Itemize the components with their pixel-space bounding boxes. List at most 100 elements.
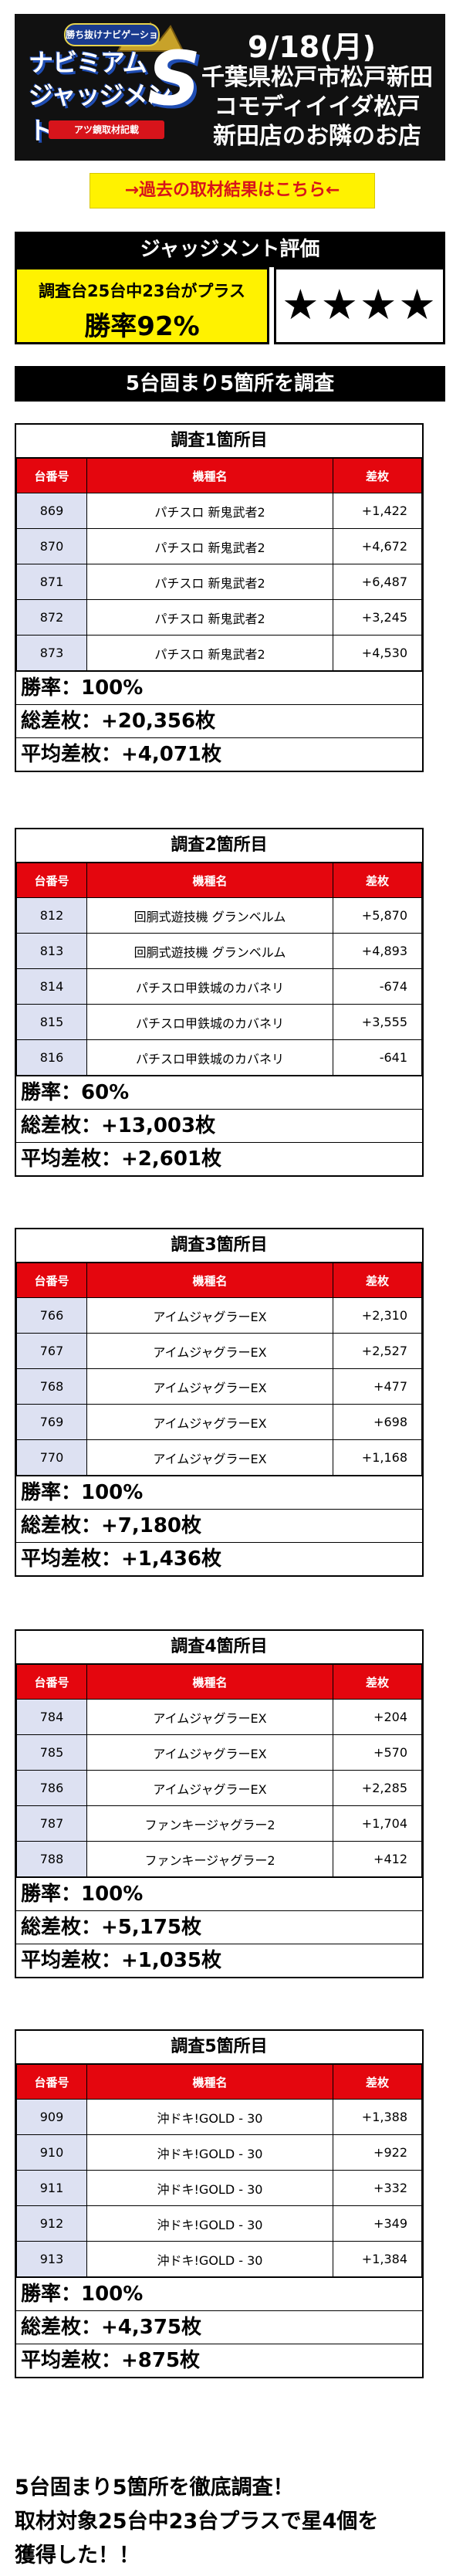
logo-title-line1: ナビミアム xyxy=(29,48,147,77)
coin-difference: +570 xyxy=(333,1734,422,1771)
coin-difference: +349 xyxy=(333,2205,422,2242)
table-row: 913 沖ドキ!GOLD - 30 +1,384 xyxy=(16,2241,422,2277)
machine-number: 767 xyxy=(16,1333,87,1369)
machine-number: 786 xyxy=(16,1770,87,1806)
section-win-rate: 勝率：100% xyxy=(16,2277,422,2310)
column-header-machine-number: 台番号 xyxy=(16,1263,87,1298)
table-row: 770 アイムジャグラーEX +1,168 xyxy=(16,1439,422,1476)
coin-difference: -641 xyxy=(333,1039,422,1076)
machine-number: 815 xyxy=(16,1004,87,1040)
machine-number: 814 xyxy=(16,968,87,1005)
survey-section-3: 調査3箇所目 台番号 機種名 差枚 766 アイムジャグラーEX +2,310 76… xyxy=(15,1228,424,1577)
report-date: 9/18(月) xyxy=(248,30,376,64)
section-average-difference: 平均差枚：+4,071枚 xyxy=(16,737,422,771)
logo-subtitle: アツ鏡取材記載 xyxy=(49,120,164,139)
table-row: 813 回胴式遊技機 グランベルム +4,893 xyxy=(16,933,422,969)
section-title: 調査2箇所目 xyxy=(16,829,422,863)
machine-number: 785 xyxy=(16,1734,87,1771)
machine-name: 沖ドキ!GOLD - 30 xyxy=(86,2134,333,2171)
table-row: 784 アイムジャグラーEX +204 xyxy=(16,1699,422,1735)
column-header-machine-name: 機種名 xyxy=(86,458,333,493)
machine-name: 回胴式遊技機 グランベルム xyxy=(86,933,333,969)
survey-section-1: 調査1箇所目 台番号 機種名 差枚 869 パチスロ 新鬼武者2 +1,422 87… xyxy=(15,423,424,772)
machine-number: 788 xyxy=(16,1841,87,1877)
machine-name: パチスロ 新鬼武者2 xyxy=(86,564,333,600)
past-results-link[interactable]: →過去の取材結果はこちら← xyxy=(90,173,375,208)
survey-section-4: 調査4箇所目 台番号 機種名 差枚 784 アイムジャグラーEX +204 785 ア… xyxy=(15,1629,424,1978)
coin-difference: +3,245 xyxy=(333,599,422,636)
machine-name: パチスロ 新鬼武者2 xyxy=(86,528,333,564)
column-header-difference: 差枚 xyxy=(333,863,422,898)
coin-difference: +6,487 xyxy=(333,564,422,600)
column-header-machine-number: 台番号 xyxy=(16,458,87,493)
column-header-difference: 差枚 xyxy=(333,1263,422,1298)
machine-number: 787 xyxy=(16,1805,87,1842)
machine-name: パチスロ 新鬼武者2 xyxy=(86,493,333,529)
section-total-difference: 総差枚：+7,180枚 xyxy=(16,1509,422,1542)
results-table: 台番号 機種名 差枚 766 アイムジャグラーEX +2,310 767 アイムジャグ… xyxy=(16,1263,422,1476)
table-row: 786 アイムジャグラーEX +2,285 xyxy=(16,1770,422,1806)
machine-number: 784 xyxy=(16,1699,87,1735)
header-banner: 勝ち抜けナビゲーション ナビミアム ジャッジメント S アツ鏡取材記載 9/18… xyxy=(15,14,445,161)
store-line: 千葉県松戸市松戸新田 xyxy=(201,64,433,91)
machine-name: 回胴式遊技機 グランベルム xyxy=(86,897,333,934)
results-table: 台番号 機種名 差枚 812 回胴式遊技機 グランベルム +5,870 813 回胴式… xyxy=(16,863,422,1076)
coin-difference: +1,704 xyxy=(333,1805,422,1842)
table-header-row: 台番号 機種名 差枚 xyxy=(16,458,422,493)
machine-number: 770 xyxy=(16,1439,87,1476)
machine-number: 912 xyxy=(16,2205,87,2242)
table-row: 788 ファンキージャグラー2 +412 xyxy=(16,1841,422,1877)
coin-difference: +2,310 xyxy=(333,1297,422,1334)
store-line: 新田店のお隣のお店 xyxy=(213,123,421,150)
table-row: 766 アイムジャグラーEX +2,310 xyxy=(16,1297,422,1334)
navimium-judgment-logo: 勝ち抜けナビゲーション ナビミアム ジャッジメント S アツ鏡取材記載 xyxy=(22,20,201,153)
evaluation-summary: 調査台25台中23台がプラス 勝率92% xyxy=(15,267,269,344)
machine-name: 沖ドキ!GOLD - 30 xyxy=(86,2099,333,2135)
machine-name: アイムジャグラーEX xyxy=(86,1404,333,1440)
section-average-difference: 平均差枚：+1,035枚 xyxy=(16,1944,422,1977)
table-row: 814 パチスロ甲鉄城のカバネリ -674 xyxy=(16,968,422,1005)
table-header-row: 台番号 機種名 差枚 xyxy=(16,1263,422,1298)
section-average-difference: 平均差枚：+875枚 xyxy=(16,2344,422,2377)
table-row: 910 沖ドキ!GOLD - 30 +922 xyxy=(16,2134,422,2171)
column-header-difference: 差枚 xyxy=(333,2064,422,2100)
logo-letter: S xyxy=(147,36,201,122)
coin-difference: +5,870 xyxy=(333,897,422,934)
machine-name: 沖ドキ!GOLD - 30 xyxy=(86,2241,333,2277)
machine-number: 813 xyxy=(16,933,87,969)
survey-title: 5台固まり5箇所を調査 xyxy=(15,366,445,402)
section-win-rate: 勝率：100% xyxy=(16,1476,422,1509)
coin-difference: +4,530 xyxy=(333,635,422,671)
machine-number: 909 xyxy=(16,2099,87,2135)
machine-name: 沖ドキ!GOLD - 30 xyxy=(86,2170,333,2206)
section-title: 調査4箇所目 xyxy=(16,1631,422,1664)
table-header-row: 台番号 機種名 差枚 xyxy=(16,863,422,898)
column-header-difference: 差枚 xyxy=(333,1664,422,1700)
star-rating: ★★★★ xyxy=(274,267,445,344)
evaluation-title: ジャッジメント評価 xyxy=(15,232,445,267)
section-average-difference: 平均差枚：+2,601枚 xyxy=(16,1142,422,1175)
survey-section-5: 調査5箇所目 台番号 機種名 差枚 909 沖ドキ!GOLD - 30 +1,388… xyxy=(15,2029,424,2378)
machine-number: 869 xyxy=(16,493,87,529)
table-row: 912 沖ドキ!GOLD - 30 +349 xyxy=(16,2205,422,2242)
table-row: 815 パチスロ甲鉄城のカバネリ +3,555 xyxy=(16,1004,422,1040)
table-row: 873 パチスロ 新鬼武者2 +4,530 xyxy=(16,635,422,671)
machine-name: パチスロ甲鉄城のカバネリ xyxy=(86,968,333,1005)
summary-footer: 5台固まり5箇所を徹底調査！ 取材対象25台中23台プラスで星4個を 獲得した！… xyxy=(15,2471,447,2573)
footer-line: 5台固まり5箇所を徹底調査！ xyxy=(15,2476,294,2500)
column-header-machine-name: 機種名 xyxy=(86,1263,333,1298)
section-total-difference: 総差枚：+13,003枚 xyxy=(16,1109,422,1142)
coin-difference: +2,285 xyxy=(333,1770,422,1806)
machine-name: アイムジャグラーEX xyxy=(86,1699,333,1735)
machine-name: パチスロ 新鬼武者2 xyxy=(86,635,333,671)
machine-number: 873 xyxy=(16,635,87,671)
coin-difference: +1,384 xyxy=(333,2241,422,2277)
results-table: 台番号 機種名 差枚 784 アイムジャグラーEX +204 785 アイムジャグラー… xyxy=(16,1664,422,1877)
survey-section-2: 調査2箇所目 台番号 機種名 差枚 812 回胴式遊技機 グランベルム +5,870… xyxy=(15,828,424,1177)
results-table: 台番号 機種名 差枚 869 パチスロ 新鬼武者2 +1,422 870 パチスロ 新… xyxy=(16,458,422,671)
coin-difference: +412 xyxy=(333,1841,422,1877)
machine-number: 910 xyxy=(16,2134,87,2171)
logo-title-line2: ジャッジメント xyxy=(29,80,171,145)
machine-name: パチスロ甲鉄城のカバネリ xyxy=(86,1039,333,1076)
machine-name: アイムジャグラーEX xyxy=(86,1333,333,1369)
